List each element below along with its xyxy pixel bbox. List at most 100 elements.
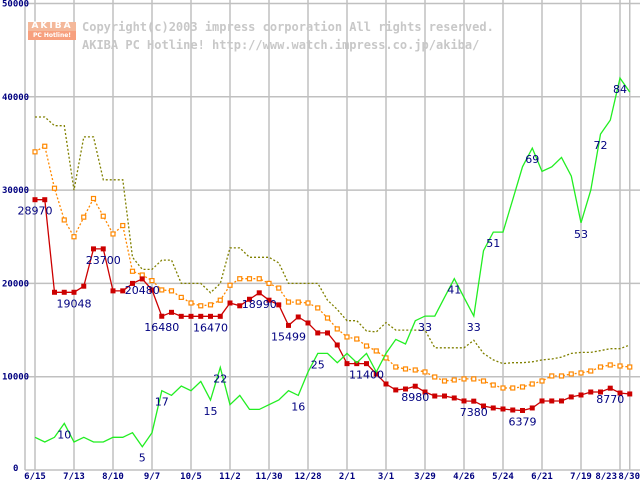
min-price-point bbox=[52, 289, 57, 295]
min-price-point bbox=[393, 387, 399, 393]
min-price-point bbox=[208, 313, 213, 319]
average-price-point bbox=[490, 382, 496, 388]
average-price-point bbox=[198, 303, 204, 309]
min-price-point bbox=[130, 280, 135, 286]
min-price-point bbox=[198, 313, 204, 319]
min-price-point bbox=[549, 398, 555, 404]
average-price-point bbox=[529, 381, 535, 387]
akiba-logo: AKIBA PC Hotline! bbox=[28, 22, 76, 40]
min-price-point bbox=[354, 361, 360, 367]
average-price-line bbox=[34, 145, 630, 389]
min-price-point bbox=[32, 197, 38, 203]
average-price-point bbox=[207, 302, 214, 308]
min-price-data-label: 19048 bbox=[57, 297, 92, 310]
min-price-data-label: 16470 bbox=[193, 321, 228, 334]
average-price-point bbox=[149, 278, 155, 284]
min-price-point bbox=[481, 403, 486, 409]
x-tick-label: 5/24 bbox=[492, 472, 514, 480]
average-price-point bbox=[129, 268, 136, 274]
x-tick-label: 6/21 bbox=[531, 472, 553, 480]
average-price-point bbox=[71, 234, 77, 240]
min-price-point bbox=[188, 313, 194, 319]
average-price-point bbox=[237, 276, 243, 282]
x-tick-label: 11/2 bbox=[219, 472, 241, 480]
min-price-point bbox=[539, 398, 545, 404]
min-price-point bbox=[91, 246, 96, 252]
min-price-point bbox=[149, 287, 155, 293]
y-tick-label: 40000 bbox=[2, 93, 29, 103]
average-price-point bbox=[324, 315, 331, 321]
min-price-point bbox=[461, 398, 467, 404]
average-price-point bbox=[363, 343, 370, 349]
min-price-point bbox=[627, 391, 633, 397]
average-price-point bbox=[393, 364, 399, 370]
count-data-label: 22 bbox=[213, 372, 227, 385]
min-price-point bbox=[159, 313, 165, 319]
average-price-point bbox=[51, 185, 58, 191]
average-price-point bbox=[110, 231, 116, 237]
average-price-point bbox=[276, 285, 282, 291]
data-labels: 28970 19048 23700 20480 16480 16470 18990 15499… bbox=[18, 83, 628, 465]
min-price-point bbox=[237, 303, 243, 309]
average-price-point bbox=[32, 149, 38, 155]
average-price-point bbox=[519, 384, 526, 390]
min-price-data-label: 28970 bbox=[18, 205, 53, 218]
count-data-label: 16 bbox=[291, 400, 305, 413]
count-data-label: 84 bbox=[613, 83, 627, 96]
average-price-point bbox=[539, 378, 545, 384]
average-price-point bbox=[480, 378, 487, 384]
min-price-point bbox=[383, 381, 389, 387]
average-price-point bbox=[334, 326, 340, 332]
average-price-point bbox=[578, 370, 584, 376]
min-price-point bbox=[61, 289, 67, 295]
average-price-point bbox=[568, 371, 574, 377]
min-price-point bbox=[227, 300, 233, 306]
max-price-line bbox=[35, 116, 631, 365]
min-price-data-label: 11400 bbox=[349, 369, 384, 382]
min-price-data-label: 18990 bbox=[242, 298, 277, 311]
average-price-point bbox=[178, 294, 184, 300]
series-layer bbox=[32, 76, 633, 448]
average-price-point bbox=[295, 299, 301, 305]
x-tick-label: 11/30 bbox=[255, 472, 282, 480]
min-price-point bbox=[588, 389, 594, 395]
average-price-point bbox=[471, 376, 477, 382]
min-price-data-label: 23700 bbox=[86, 254, 121, 267]
min-price-point bbox=[432, 393, 438, 399]
min-price-point bbox=[403, 386, 408, 392]
average-price-point bbox=[227, 282, 233, 288]
average-price-point bbox=[558, 373, 565, 379]
min-price-point bbox=[568, 394, 574, 400]
copyright-text: Copyright(c)2003 impress corporation All… bbox=[82, 20, 494, 34]
average-price-point bbox=[217, 297, 223, 303]
average-price-point bbox=[402, 366, 409, 372]
min-price-point bbox=[471, 398, 477, 404]
watermark: Copyright(c)2003 impress corporation All… bbox=[82, 20, 494, 52]
min-price-point bbox=[510, 407, 516, 413]
average-price-point bbox=[285, 299, 292, 305]
x-tick-label: 7/13 bbox=[63, 472, 85, 480]
average-price-point bbox=[549, 373, 555, 379]
count-data-label: 10 bbox=[57, 428, 71, 441]
average-price-point bbox=[441, 378, 448, 384]
min-price-point bbox=[276, 302, 282, 308]
x-tick-label: 8/30 bbox=[618, 472, 640, 480]
average-price-point bbox=[500, 385, 506, 391]
average-price-point bbox=[42, 143, 48, 149]
min-price-point bbox=[247, 296, 252, 302]
site-text: AKIBA PC Hotline! http://www.watch.impre… bbox=[82, 38, 479, 52]
min-price-point bbox=[607, 385, 613, 391]
average-price-point bbox=[422, 369, 428, 375]
min-price-data-label: 8770 bbox=[596, 393, 624, 406]
x-tick-label: 6/15 bbox=[24, 472, 46, 480]
average-price-point bbox=[607, 362, 613, 368]
count-data-label: 53 bbox=[574, 228, 588, 241]
min-price-point bbox=[178, 313, 184, 319]
min-price-data-label: 16480 bbox=[144, 321, 179, 334]
min-price-point bbox=[266, 297, 272, 303]
min-price-point bbox=[139, 276, 145, 282]
average-price-point bbox=[412, 367, 418, 373]
min-price-data-label: 15499 bbox=[271, 330, 306, 343]
count-data-label: 33 bbox=[467, 321, 481, 334]
